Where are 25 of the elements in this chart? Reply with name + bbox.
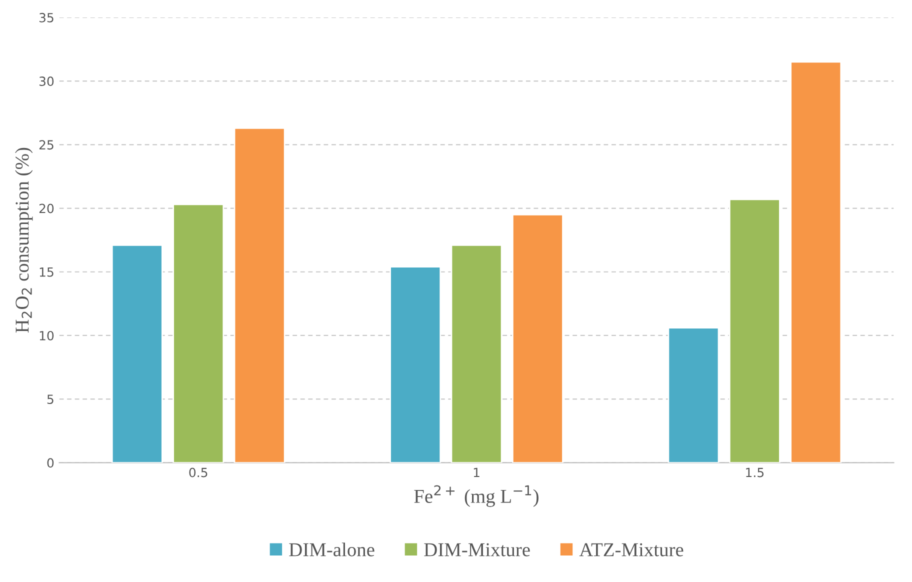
y-tick-label: 15 xyxy=(40,268,54,277)
bar xyxy=(450,244,502,463)
legend-label: DIM-Mixture xyxy=(424,543,530,556)
bar xyxy=(111,244,163,463)
bar xyxy=(728,198,780,463)
bar xyxy=(172,204,224,463)
bar xyxy=(790,61,842,463)
y-tick-label: 0 xyxy=(47,458,54,468)
y-tick-label: 35 xyxy=(39,12,54,22)
y-axis-title: H$_{2}$O$_{2}$ consumption (%) xyxy=(15,148,33,333)
legend-label: ATZ-Mixture xyxy=(579,543,684,556)
x-tick-label: 1 xyxy=(474,468,480,478)
y-tick-label: 25 xyxy=(39,140,54,150)
y-tick-label: 10 xyxy=(40,330,54,340)
bar xyxy=(234,127,286,463)
x-axis-title: Fe$^{2+}$ (mg L$^{−1}$) xyxy=(414,485,538,507)
y-tick-label: 20 xyxy=(39,204,54,214)
bar xyxy=(390,266,442,463)
bar xyxy=(668,327,720,463)
y-tick-label: 30 xyxy=(39,76,54,86)
bar xyxy=(512,214,564,463)
x-tick-label: 0.5 xyxy=(189,468,208,478)
x-tick-label: 1.5 xyxy=(746,468,764,478)
legend-label: DIM-alone xyxy=(289,542,374,556)
y-tick-label: 5 xyxy=(47,394,54,404)
